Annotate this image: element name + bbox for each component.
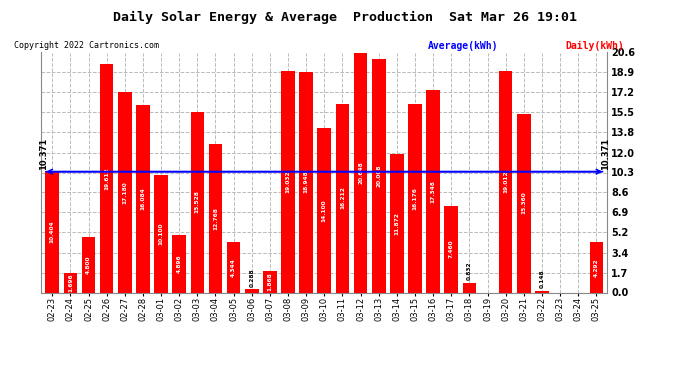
Bar <box>227 242 240 292</box>
Text: 16.176: 16.176 <box>413 187 417 210</box>
Text: 4.292: 4.292 <box>594 258 599 277</box>
Text: 14.100: 14.100 <box>322 199 327 222</box>
Text: 10.404: 10.404 <box>50 220 55 243</box>
Bar <box>100 64 113 292</box>
Bar <box>408 104 422 292</box>
Bar <box>390 154 404 292</box>
Bar <box>317 128 331 292</box>
Bar <box>499 71 513 292</box>
Text: 19.032: 19.032 <box>286 170 290 193</box>
Bar <box>426 90 440 292</box>
Text: 19.612: 19.612 <box>104 167 109 190</box>
Text: Daily(kWh): Daily(kWh) <box>566 41 624 51</box>
Bar <box>589 243 603 292</box>
Text: 4.344: 4.344 <box>231 258 236 277</box>
Text: 7.460: 7.460 <box>448 240 454 258</box>
Bar <box>190 112 204 292</box>
Text: Copyright 2022 Cartronics.com: Copyright 2022 Cartronics.com <box>14 41 159 50</box>
Bar <box>444 206 458 292</box>
Bar <box>372 59 386 292</box>
Bar <box>462 283 476 292</box>
Text: 16.084: 16.084 <box>141 188 146 210</box>
Bar <box>118 92 132 292</box>
Text: 10.100: 10.100 <box>159 222 164 245</box>
Text: 17.180: 17.180 <box>122 181 128 204</box>
Bar <box>354 52 367 292</box>
Bar <box>535 291 549 292</box>
Bar <box>81 237 95 292</box>
Bar <box>46 171 59 292</box>
Text: 16.212: 16.212 <box>340 187 345 210</box>
Text: 0.148: 0.148 <box>540 270 544 288</box>
Bar <box>172 236 186 292</box>
Text: 1.696: 1.696 <box>68 273 73 292</box>
Text: 0.288: 0.288 <box>249 268 254 287</box>
Bar <box>136 105 150 292</box>
Text: 19.012: 19.012 <box>503 171 508 193</box>
Text: 15.360: 15.360 <box>521 192 526 214</box>
Bar <box>208 144 222 292</box>
Text: 12.768: 12.768 <box>213 207 218 230</box>
Bar <box>282 71 295 292</box>
Text: 20.648: 20.648 <box>358 161 363 184</box>
Text: 20.008: 20.008 <box>376 165 381 187</box>
Text: 4.896: 4.896 <box>177 255 181 273</box>
Text: 4.800: 4.800 <box>86 255 91 274</box>
Text: 11.872: 11.872 <box>395 212 400 235</box>
Text: Daily Solar Energy & Average  Production  Sat Mar 26 19:01: Daily Solar Energy & Average Production … <box>113 11 577 24</box>
Text: 15.528: 15.528 <box>195 190 200 213</box>
Bar <box>155 175 168 292</box>
Text: 0.832: 0.832 <box>467 262 472 280</box>
Bar <box>263 271 277 292</box>
Text: 18.948: 18.948 <box>304 171 308 194</box>
Bar <box>299 72 313 292</box>
Text: 10.371: 10.371 <box>39 138 48 170</box>
Bar <box>335 104 349 292</box>
Text: 17.348: 17.348 <box>431 180 435 203</box>
Text: Average(kWh): Average(kWh) <box>428 41 498 51</box>
Bar <box>517 114 531 292</box>
Text: 1.868: 1.868 <box>268 272 273 291</box>
Bar <box>63 273 77 292</box>
Text: 10.371: 10.371 <box>601 138 610 170</box>
Bar <box>245 289 259 292</box>
